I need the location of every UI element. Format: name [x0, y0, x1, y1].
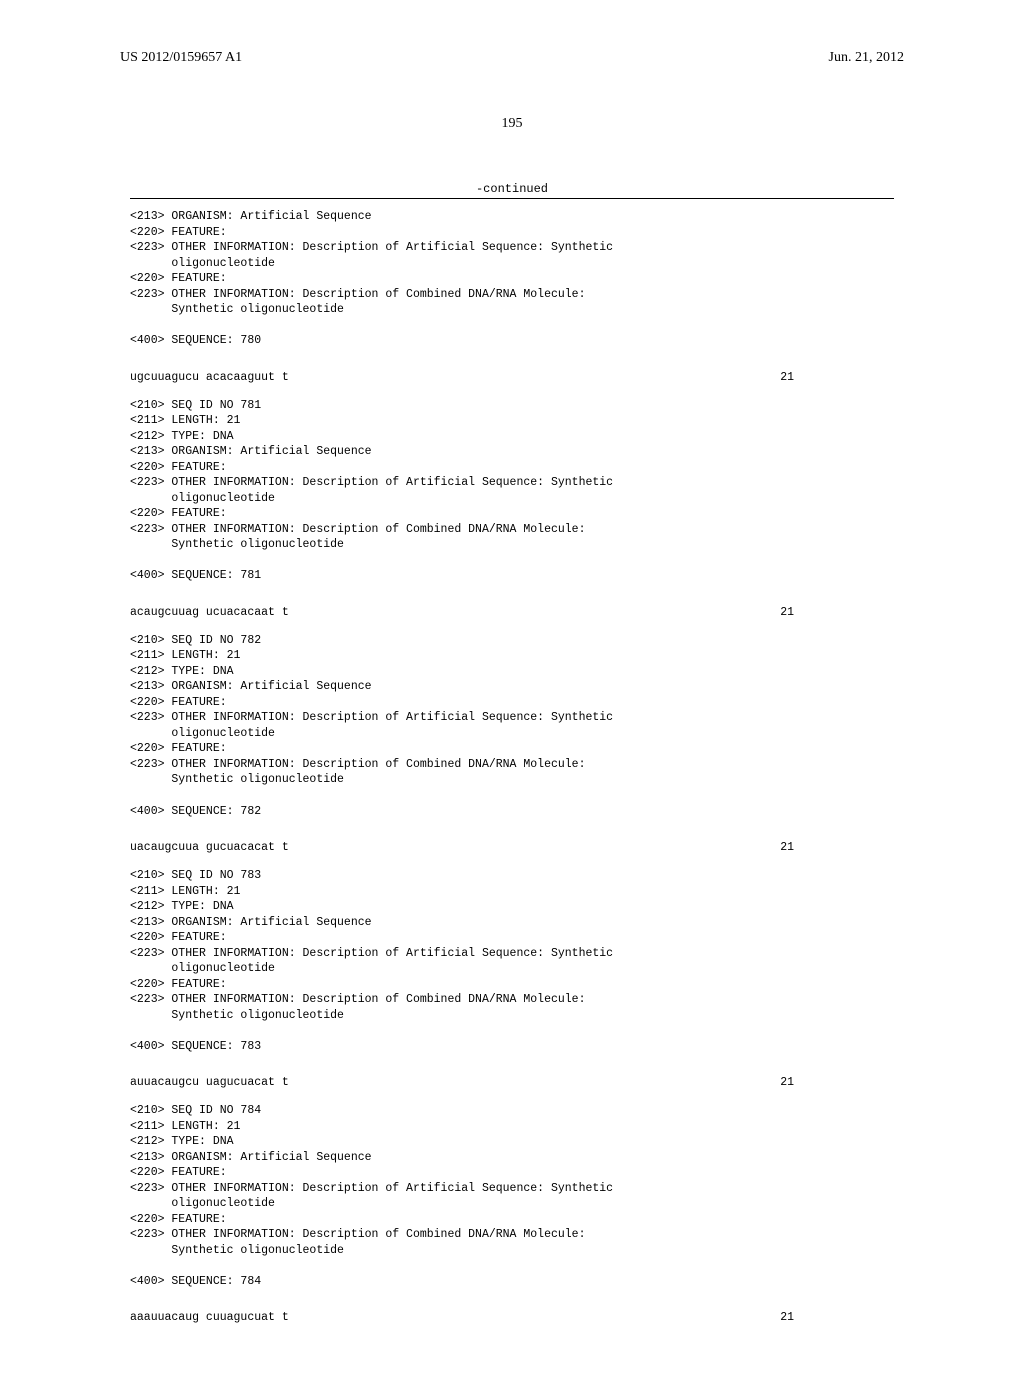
sequence-block: <213> ORGANISM: Artificial Sequence <220… — [130, 209, 894, 384]
divider-line — [130, 198, 894, 199]
publication-number: US 2012/0159657 A1 — [120, 50, 242, 66]
sequence-block: <210> SEQ ID NO 782 <211> LENGTH: 21 <21… — [130, 633, 894, 854]
sequence-position: 21 — [780, 841, 894, 854]
publication-date: Jun. 21, 2012 — [829, 50, 904, 66]
sequence-position: 21 — [780, 606, 894, 619]
sequence-metadata: <210> SEQ ID NO 783 <211> LENGTH: 21 <21… — [130, 868, 894, 1054]
sequence-metadata: <213> ORGANISM: Artificial Sequence <220… — [130, 209, 894, 349]
sequence-text: acaugcuuag ucuacacaat t — [130, 606, 289, 619]
sequence-metadata: <210> SEQ ID NO 781 <211> LENGTH: 21 <21… — [130, 398, 894, 584]
page-header: US 2012/0159657 A1 Jun. 21, 2012 — [120, 50, 904, 66]
sequence-text: uacaugcuua gucuacacat t — [130, 841, 289, 854]
sequence-position: 21 — [780, 371, 894, 384]
sequence-metadata: <210> SEQ ID NO 784 <211> LENGTH: 21 <21… — [130, 1103, 894, 1289]
continued-label: -continued — [130, 182, 894, 196]
sequence-data-line: aaauuacaug cuuagucuat t 21 — [130, 1311, 894, 1324]
sequence-position: 21 — [780, 1311, 894, 1324]
sequence-text: auuacaugcu uagucuacat t — [130, 1076, 289, 1089]
sequence-block: <210> SEQ ID NO 784 <211> LENGTH: 21 <21… — [130, 1103, 894, 1324]
sequence-data-line: uacaugcuua gucuacacat t 21 — [130, 841, 894, 854]
page-number: 195 — [120, 116, 904, 132]
sequence-data-line: auuacaugcu uagucuacat t 21 — [130, 1076, 894, 1089]
sequence-text: ugcuuagucu acacaaguut t — [130, 371, 289, 384]
sequence-position: 21 — [780, 1076, 894, 1089]
content-area: -continued <213> ORGANISM: Artificial Se… — [120, 182, 904, 1324]
sequence-listing: <213> ORGANISM: Artificial Sequence <220… — [130, 209, 894, 1324]
sequence-metadata: <210> SEQ ID NO 782 <211> LENGTH: 21 <21… — [130, 633, 894, 819]
sequence-block: <210> SEQ ID NO 783 <211> LENGTH: 21 <21… — [130, 868, 894, 1089]
sequence-data-line: ugcuuagucu acacaaguut t 21 — [130, 371, 894, 384]
sequence-data-line: acaugcuuag ucuacacaat t 21 — [130, 606, 894, 619]
sequence-block: <210> SEQ ID NO 781 <211> LENGTH: 21 <21… — [130, 398, 894, 619]
sequence-text: aaauuacaug cuuagucuat t — [130, 1311, 289, 1324]
page-container: US 2012/0159657 A1 Jun. 21, 2012 195 -co… — [0, 0, 1024, 1378]
